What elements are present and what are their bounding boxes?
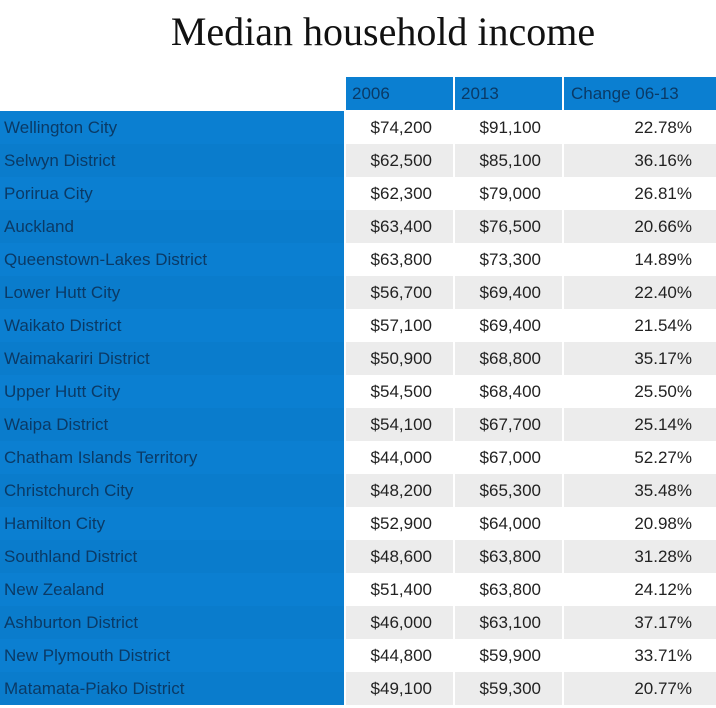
cell-2013: $63,100 (455, 606, 562, 639)
cell-change: 37.17% (564, 606, 716, 639)
cell-region-name: Hamilton City (0, 507, 344, 540)
cell-2006: $44,800 (346, 639, 453, 672)
table-row: New Plymouth District $44,800 $59,900 33.71… (0, 639, 716, 672)
cell-2013: $69,400 (455, 276, 562, 309)
cell-change: 26.81% (564, 177, 716, 210)
cell-change: 20.77% (564, 672, 716, 705)
table-row: Southland District $48,600 $63,800 31.28% (0, 540, 716, 573)
cell-region-name: Wellington City (0, 111, 344, 144)
cell-region-name: Ashburton District (0, 606, 344, 639)
cell-2006: $54,500 (346, 375, 453, 408)
cell-region-name: New Plymouth District (0, 639, 344, 672)
cell-2006: $48,200 (346, 474, 453, 507)
cell-2013: $67,000 (455, 441, 562, 474)
cell-2006: $46,000 (346, 606, 453, 639)
cell-2013: $68,800 (455, 342, 562, 375)
cell-change: 31.28% (564, 540, 716, 573)
cell-2006: $48,600 (346, 540, 453, 573)
cell-region-name: Chatham Islands Territory (0, 441, 344, 474)
table-row: Wellington City $74,200 $91,100 22.78% (0, 111, 716, 144)
cell-2013: $63,800 (455, 540, 562, 573)
cell-2013: $73,300 (455, 243, 562, 276)
cell-region-name: Queenstown-Lakes District (0, 243, 344, 276)
cell-region-name: Christchurch City (0, 474, 344, 507)
cell-2013: $64,000 (455, 507, 562, 540)
header-2013: 2013 (455, 77, 562, 110)
cell-2006: $57,100 (346, 309, 453, 342)
cell-change: 35.17% (564, 342, 716, 375)
cell-2006: $49,100 (346, 672, 453, 705)
cell-region-name: Matamata-Piako District (0, 672, 344, 705)
cell-2006: $56,700 (346, 276, 453, 309)
table-row: Chatham Islands Territory $44,000 $67,000 5… (0, 441, 716, 474)
page-title: Median household income (170, 9, 596, 54)
cell-2013: $76,500 (455, 210, 562, 243)
cell-region-name: Upper Hutt City (0, 375, 344, 408)
table-row: Porirua City $62,300 $79,000 26.81% (0, 177, 716, 210)
cell-region-name: Southland District (0, 540, 344, 573)
table-row: Waikato District $57,100 $69,400 21.54% (0, 309, 716, 342)
cell-change: 21.54% (564, 309, 716, 342)
cell-2013: $69,400 (455, 309, 562, 342)
cell-region-name: Waimakariri District (0, 342, 344, 375)
cell-region-name: Selwyn District (0, 144, 344, 177)
cell-change: 25.50% (564, 375, 716, 408)
table-row: Lower Hutt City $56,700 $69,400 22.40% (0, 276, 716, 309)
cell-region-name: Waipa District (0, 408, 344, 441)
table-row: Matamata-Piako District $49,100 $59,300 20.… (0, 672, 716, 705)
cell-region-name: Auckland (0, 210, 344, 243)
table-row: Waipa District $54,100 $67,700 25.14% (0, 408, 716, 441)
cell-change: 20.66% (564, 210, 716, 243)
table-row: Selwyn District $62,500 $85,100 36.16% (0, 144, 716, 177)
table-row: Waimakariri District $50,900 $68,800 35.17% (0, 342, 716, 375)
cell-change: 52.27% (564, 441, 716, 474)
cell-region-name: Waikato District (0, 309, 344, 342)
cell-region-name: New Zealand (0, 573, 344, 606)
cell-region-name: Porirua City (0, 177, 344, 210)
cell-2013: $91,100 (455, 111, 562, 144)
cell-2006: $44,000 (346, 441, 453, 474)
cell-region-name: Lower Hutt City (0, 276, 344, 309)
cell-change: 35.48% (564, 474, 716, 507)
cell-2006: $52,900 (346, 507, 453, 540)
cell-2006: $63,400 (346, 210, 453, 243)
cell-2013: $79,000 (455, 177, 562, 210)
table-row: Queenstown-Lakes District $63,800 $73,300 1… (0, 243, 716, 276)
header-change: Change 06-13 (564, 77, 716, 110)
table-header: 2006 2013 Change 06-13 (0, 77, 716, 111)
table-row: Hamilton City $52,900 $64,000 20.98% (0, 507, 716, 540)
cell-2013: $59,300 (455, 672, 562, 705)
header-2006: 2006 (346, 77, 453, 110)
cell-2013: $67,700 (455, 408, 562, 441)
cell-2006: $51,400 (346, 573, 453, 606)
cell-2006: $74,200 (346, 111, 453, 144)
cell-2013: $65,300 (455, 474, 562, 507)
cell-change: 33.71% (564, 639, 716, 672)
cell-2006: $50,900 (346, 342, 453, 375)
table-row: Christchurch City $48,200 $65,300 35.48% (0, 474, 716, 507)
cell-change: 24.12% (564, 573, 716, 606)
table-row: New Zealand $51,400 $63,800 24.12% (0, 573, 716, 606)
cell-2013: $68,400 (455, 375, 562, 408)
table-row: Auckland $63,400 $76,500 20.66% (0, 210, 716, 243)
cell-change: 22.40% (564, 276, 716, 309)
cell-change: 20.98% (564, 507, 716, 540)
cell-change: 22.78% (564, 111, 716, 144)
cell-2006: $63,800 (346, 243, 453, 276)
table-row: Ashburton District $46,000 $63,100 37.17% (0, 606, 716, 639)
cell-2006: $62,300 (346, 177, 453, 210)
cell-2006: $54,100 (346, 408, 453, 441)
cell-change: 14.89% (564, 243, 716, 276)
cell-2013: $63,800 (455, 573, 562, 606)
cell-2006: $62,500 (346, 144, 453, 177)
cell-2013: $59,900 (455, 639, 562, 672)
table-row: Upper Hutt City $54,500 $68,400 25.50% (0, 375, 716, 408)
cell-change: 36.16% (564, 144, 716, 177)
cell-2013: $85,100 (455, 144, 562, 177)
cell-change: 25.14% (564, 408, 716, 441)
